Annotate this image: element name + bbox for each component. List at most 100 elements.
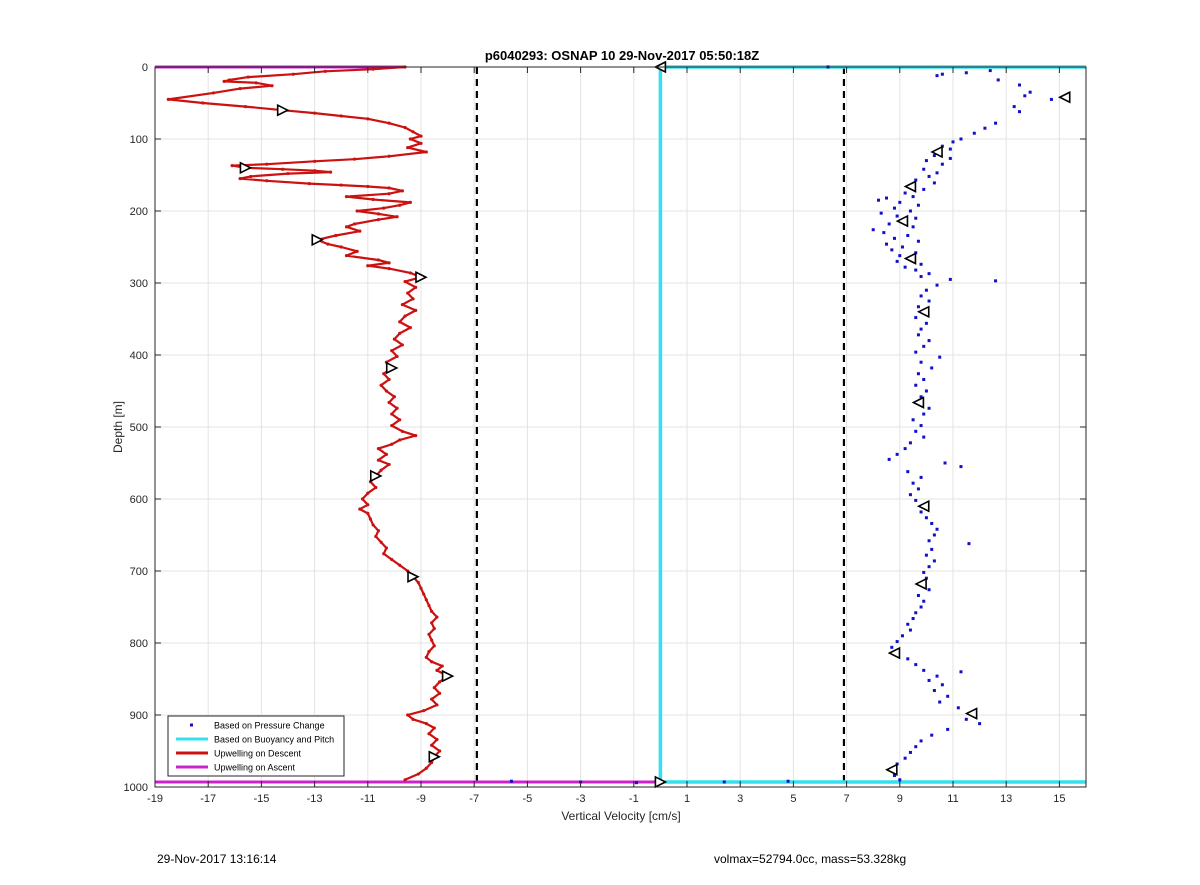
pressure-point [924,516,928,520]
pressure-point [922,187,926,191]
x-tick-label: 15 [1053,793,1065,805]
pressure-point [914,498,918,502]
pressure-point [877,198,881,202]
descent-point [339,114,343,118]
descent-point [374,534,378,539]
descent-point [424,598,428,602]
descent-point [254,81,258,85]
pressure-point [911,225,915,229]
pressure-point [892,206,896,210]
pressure-point [983,126,987,130]
legend: Based on Pressure Change Based on Buoyanc… [167,715,345,777]
descent-point [382,206,386,210]
descent-point [387,192,391,196]
descent-point [382,372,386,376]
pressure-point [914,429,918,433]
y-tick-label: 400 [130,350,148,362]
descent-marker [407,570,420,584]
descent-point [323,69,327,73]
descent-point [387,267,391,271]
pressure-point [871,228,875,232]
descent-point [352,222,357,226]
pressure-point [927,588,931,592]
pressure-point [634,781,638,785]
pressure-point [927,272,931,276]
pressure-point [1023,94,1027,98]
pressure-point [994,279,998,283]
pressure-point [919,395,923,399]
pressure-point [908,750,912,754]
pressure-point [895,452,899,456]
descent-point [422,592,426,596]
pressure-point [919,605,923,609]
descent-point [406,291,410,295]
descent-point [390,557,394,562]
y-tick-label: 0 [142,62,148,74]
pressure-point [922,570,926,574]
pressure-marker [903,252,917,265]
x-tick-label: -5 [523,793,533,805]
pressure-point [916,372,920,376]
legend-swatch [190,723,193,727]
descent-point [382,552,386,556]
descent-point [422,709,426,713]
descent-point [387,377,391,382]
pressure-point [898,200,902,204]
pressure-point [1012,105,1016,109]
descent-point [403,125,407,130]
descent-point [355,209,359,213]
descent-point [227,78,232,82]
descent-point [398,203,402,207]
descent-point [430,609,434,613]
descent-point [390,349,394,353]
pressure-point [922,435,926,439]
pressure-point [895,640,899,644]
pressure-point [922,344,926,348]
pressure-marker [885,763,898,777]
x-axis-label: Vertical Velocity [cm/s] [561,809,680,823]
pressure-point [914,611,918,615]
pressure-point [935,527,939,531]
pressure-point [964,71,968,75]
pressure-point [919,294,923,298]
pressure-point [930,733,934,737]
pressure-point [919,475,923,479]
pressure-point [959,465,963,469]
descent-point [398,320,402,324]
pressure-point [900,245,904,249]
pressure-point [887,222,891,226]
pressure-point [994,121,998,125]
descent-point [352,157,357,161]
y-tick-label: 500 [130,422,148,434]
descent-point [366,117,370,121]
descent-point [366,184,370,189]
pressure-point [885,242,888,246]
pressure-point [885,196,888,200]
x-tick-label: 3 [737,793,743,805]
pressure-point [911,418,915,422]
descent-point [326,242,330,246]
pressure-point [919,739,923,743]
pressure-marker [916,499,930,513]
pressure-point [978,722,982,726]
pressure-point [911,617,915,621]
descent-point [384,452,389,456]
descent-point [387,121,391,125]
descent-point [390,423,394,428]
descent-point [408,271,412,275]
descent-point [430,743,434,747]
descent-point [374,485,378,490]
pressure-point [964,717,968,721]
descent-point [344,195,349,199]
pressure-point [922,167,926,171]
descent-marker [369,469,383,483]
pressure-point [906,657,910,661]
pressure-marker [887,646,901,660]
descent-point [411,130,415,134]
x-tick-label: 13 [1000,793,1012,805]
descent-point [406,146,410,150]
descent-marker [428,750,442,764]
descent-point [379,468,383,472]
pressure-marker [903,180,917,193]
legend-entry: Upwelling on Ascent [214,763,296,773]
